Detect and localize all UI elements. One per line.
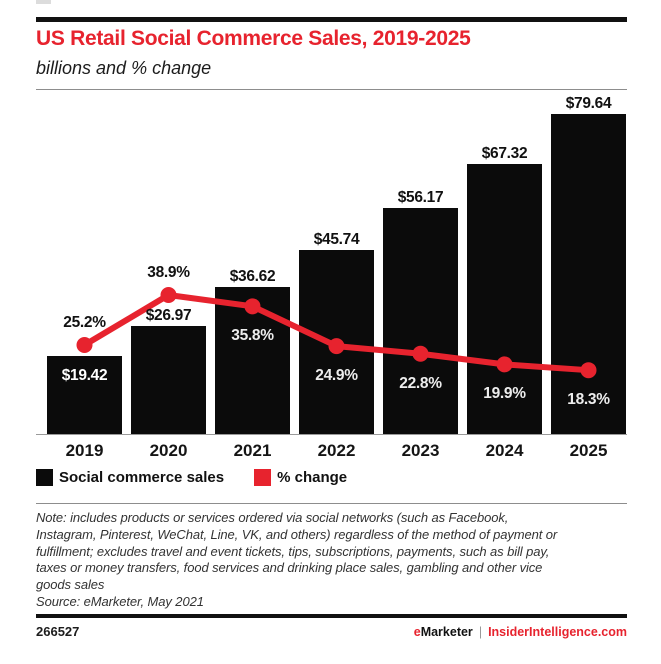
x-axis: 2019 2020 2021 2022 2023 2024 2025 [36, 441, 627, 463]
subtitle-divider [36, 89, 627, 90]
pct-change-marker [76, 337, 93, 354]
chart-subtitle: billions and % change [36, 58, 212, 78]
note-line: Note: includes products or services orde… [36, 510, 509, 525]
pct-value-label: 25.2% [63, 314, 106, 331]
bar-value-label: $79.64 [565, 95, 612, 112]
bar-2020 [131, 326, 206, 434]
chart-title: US Retail Social Commerce Sales, 2019-20… [36, 27, 471, 50]
brand-emarketer-rest: Marketer [420, 624, 473, 639]
edge-artifact [36, 0, 51, 4]
x-axis-label: 2020 [149, 441, 188, 460]
source-text: Source: eMarketer, May 2021 [36, 593, 204, 609]
pct-change-swatch-icon [254, 469, 272, 486]
brand-site: InsiderIntelligence.com [488, 624, 627, 639]
note-block: Note: includes products or services orde… [36, 510, 557, 611]
brand-lockup: eMarketer | InsiderIntelligence.com [414, 625, 627, 639]
legend-label-sales: Social commerce sales [59, 469, 225, 486]
bar-2025 [551, 114, 626, 434]
bar-value-label: $67.32 [481, 145, 528, 162]
bar-value-label: $45.74 [313, 231, 360, 248]
chart-card: US Retail Social Commerce Sales, 2019-20… [36, 0, 627, 664]
x-axis-label: 2021 [233, 441, 272, 460]
chart-plot: $19.42 25.2% $26.97 38.9% $36.62 35.8% $45.74 2… [36, 95, 627, 435]
bar-2022 [299, 250, 374, 434]
bottom-rule [36, 614, 627, 618]
bar-2021 [215, 287, 290, 434]
brand-separator: | [478, 624, 483, 639]
note-line: fulfillment; excludes travel and event t… [36, 543, 550, 559]
sales-swatch-icon [36, 469, 53, 486]
note-line: Instagram, Pinterest, WeChat, Line, VK, … [36, 526, 558, 542]
bar-value-label: $36.62 [229, 268, 276, 285]
bar-value-label: $19.42 [61, 367, 108, 384]
x-axis-label: 2023 [401, 441, 440, 460]
bar-2023 [383, 208, 458, 434]
x-axis-label: 2022 [317, 441, 356, 460]
pct-change-marker [160, 287, 177, 303]
bar-value-label: $56.17 [397, 189, 444, 206]
legend-label-pct-change: % change [277, 469, 348, 486]
x-axis-label: 2019 [65, 441, 104, 460]
pct-value-label: 18.3% [567, 391, 610, 408]
legend: Social commerce sales % change [36, 469, 347, 486]
pct-value-label: 22.8% [399, 375, 442, 392]
note-line: goods sales [36, 577, 105, 593]
pct-value-label: 19.9% [483, 385, 526, 402]
brand-emarketer-e: e [413, 624, 421, 639]
legend-item-pct-change: % change [254, 469, 347, 486]
footer: 266527 eMarketer | InsiderIntelligence.com [36, 624, 627, 639]
top-rule [36, 17, 627, 22]
pct-value-label: 35.8% [231, 327, 274, 344]
note-line: taxes or money transfers, food services … [36, 560, 543, 576]
bar-value-label: $26.97 [145, 307, 192, 324]
legend-divider [36, 503, 627, 504]
pct-value-label: 24.9% [315, 367, 358, 384]
legend-item-sales: Social commerce sales [36, 469, 224, 486]
x-axis-label: 2024 [485, 441, 524, 460]
chart-id: 266527 [36, 624, 80, 639]
x-axis-label: 2025 [569, 441, 608, 460]
pct-value-label: 38.9% [147, 264, 190, 281]
